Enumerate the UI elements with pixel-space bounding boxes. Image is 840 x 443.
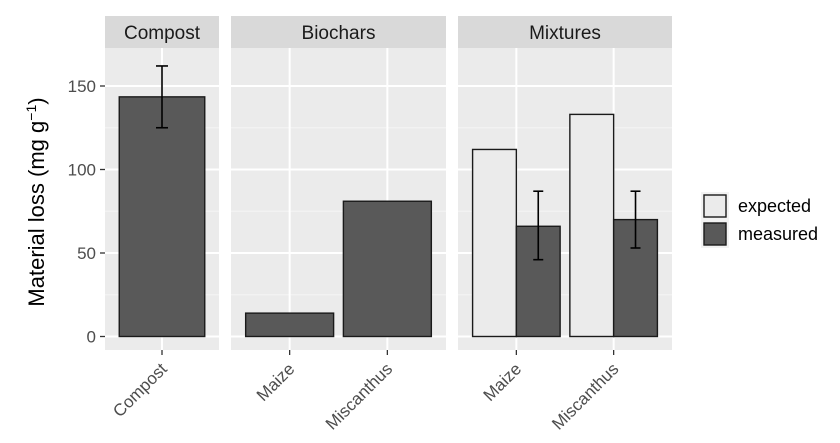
panel-compost: Compost Compost: [105, 16, 219, 421]
legend-label: expected: [738, 196, 811, 216]
legend: expected measured: [701, 192, 818, 248]
x-tick-label: Compost: [109, 359, 171, 421]
panel-strip: [458, 16, 672, 48]
y-axis: 0 50 100 150: [68, 77, 105, 347]
legend-swatch: [703, 194, 727, 218]
y-tick-label: 50: [77, 244, 96, 263]
bar-measured-compost: [118, 96, 206, 338]
y-tick-label: 100: [68, 161, 96, 180]
y-axis-label-superscript: −1: [23, 105, 39, 121]
panel-strip: [231, 16, 446, 48]
y-tick-label: 150: [68, 77, 96, 96]
error-bar-compost: [156, 65, 168, 129]
legend-swatch: [703, 222, 727, 246]
x-tick-label: Maize: [480, 359, 526, 405]
legend-item-expected: expected: [701, 192, 811, 220]
x-tick-label: Miscanthus: [322, 359, 396, 433]
legend-item-measured: measured: [701, 220, 818, 248]
panel-title: Mixtures: [529, 23, 601, 44]
y-tick-label: 0: [87, 328, 96, 347]
panel-biochars: Biochars Maize Miscanthus: [231, 16, 446, 434]
panel-mixtures: Mixtures Maize Miscanthus: [458, 16, 672, 434]
error-bar-maize: [533, 190, 544, 261]
legend-label: measured: [738, 224, 818, 244]
panel-title: Compost: [124, 23, 201, 44]
x-tick-label: Maize: [253, 359, 299, 405]
bar-expected-miscanthus: [569, 113, 615, 338]
bar-measured-maize: [244, 312, 335, 338]
y-axis-label: Material loss (mg g−1): [23, 97, 49, 306]
x-tick-label: Miscanthus: [548, 359, 622, 433]
y-axis-label-close: ): [24, 97, 49, 104]
bar-expected-maize: [471, 148, 518, 338]
panel-title: Biochars: [302, 23, 376, 44]
error-bar-miscanthus: [630, 190, 641, 249]
y-axis-label-main: Material loss (mg g: [24, 121, 49, 307]
bar-measured-miscanthus: [342, 200, 433, 338]
panel-strip: [105, 16, 219, 48]
